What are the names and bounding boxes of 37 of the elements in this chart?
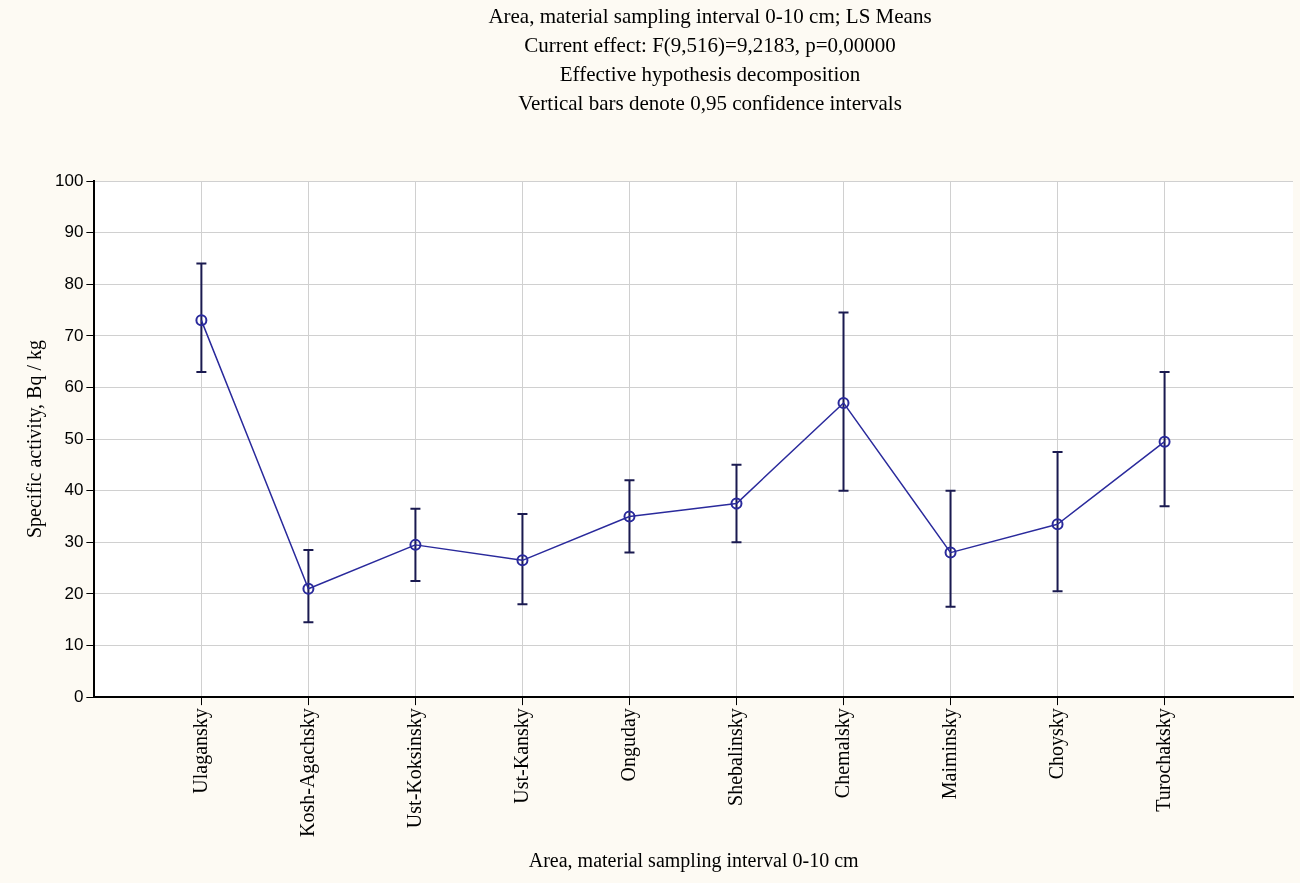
y-tick-label: 100 (54, 170, 84, 190)
y-tick-label: 60 (64, 377, 84, 397)
y-tick-label: 80 (64, 273, 84, 293)
point (730, 497, 743, 510)
x-tick-label: Ust-Koksinsky (402, 708, 426, 829)
point (195, 314, 208, 327)
text: Vertical bars denote 0,95 confidence intervals (517, 90, 903, 117)
x-tick-label: Choysky (1044, 708, 1068, 780)
y-tick-label: 0 (73, 686, 84, 706)
x-tick-label: Chemalsky (830, 708, 854, 799)
x-tick-label: Ust-Kansky (509, 708, 533, 804)
x-tick-label: Kosh-Agachsky (295, 708, 319, 838)
x-tick-label: Maiminsky (937, 708, 961, 800)
point (409, 538, 422, 551)
y-tick-label: 30 (64, 531, 84, 551)
text: Effective hypothesis decomposition (558, 61, 862, 88)
point (302, 582, 315, 595)
point (1158, 435, 1171, 448)
point (516, 554, 529, 567)
y-tick-label: 20 (64, 583, 84, 603)
point (1051, 518, 1064, 531)
chart-title: Area, material sampling interval 0-10 cm; LS Means (487, 3, 933, 30)
x-tick-label: Ulagansky (188, 708, 212, 794)
point (944, 546, 957, 559)
point (623, 510, 636, 523)
y-axis-title: Specific activity, Bq / kg (23, 340, 47, 539)
chart-subtitle: Current effect: F(9,516)=9,2183, p=0,00000 (523, 32, 897, 59)
x-tick-label: Shebalinsky (723, 708, 747, 806)
y-tick-label: 10 (64, 635, 84, 655)
y-tick-label: 40 (64, 480, 84, 500)
point (837, 396, 850, 409)
y-tick-label: 90 (64, 222, 84, 242)
y-tick-label: 50 (64, 428, 84, 448)
x-tick-label: Onguday (616, 708, 640, 782)
x-tick-label: Turochaksky (1151, 708, 1175, 812)
y-tick-label: 70 (64, 325, 84, 345)
x-axis-title: Area, material sampling interval 0-10 cm (528, 849, 860, 873)
